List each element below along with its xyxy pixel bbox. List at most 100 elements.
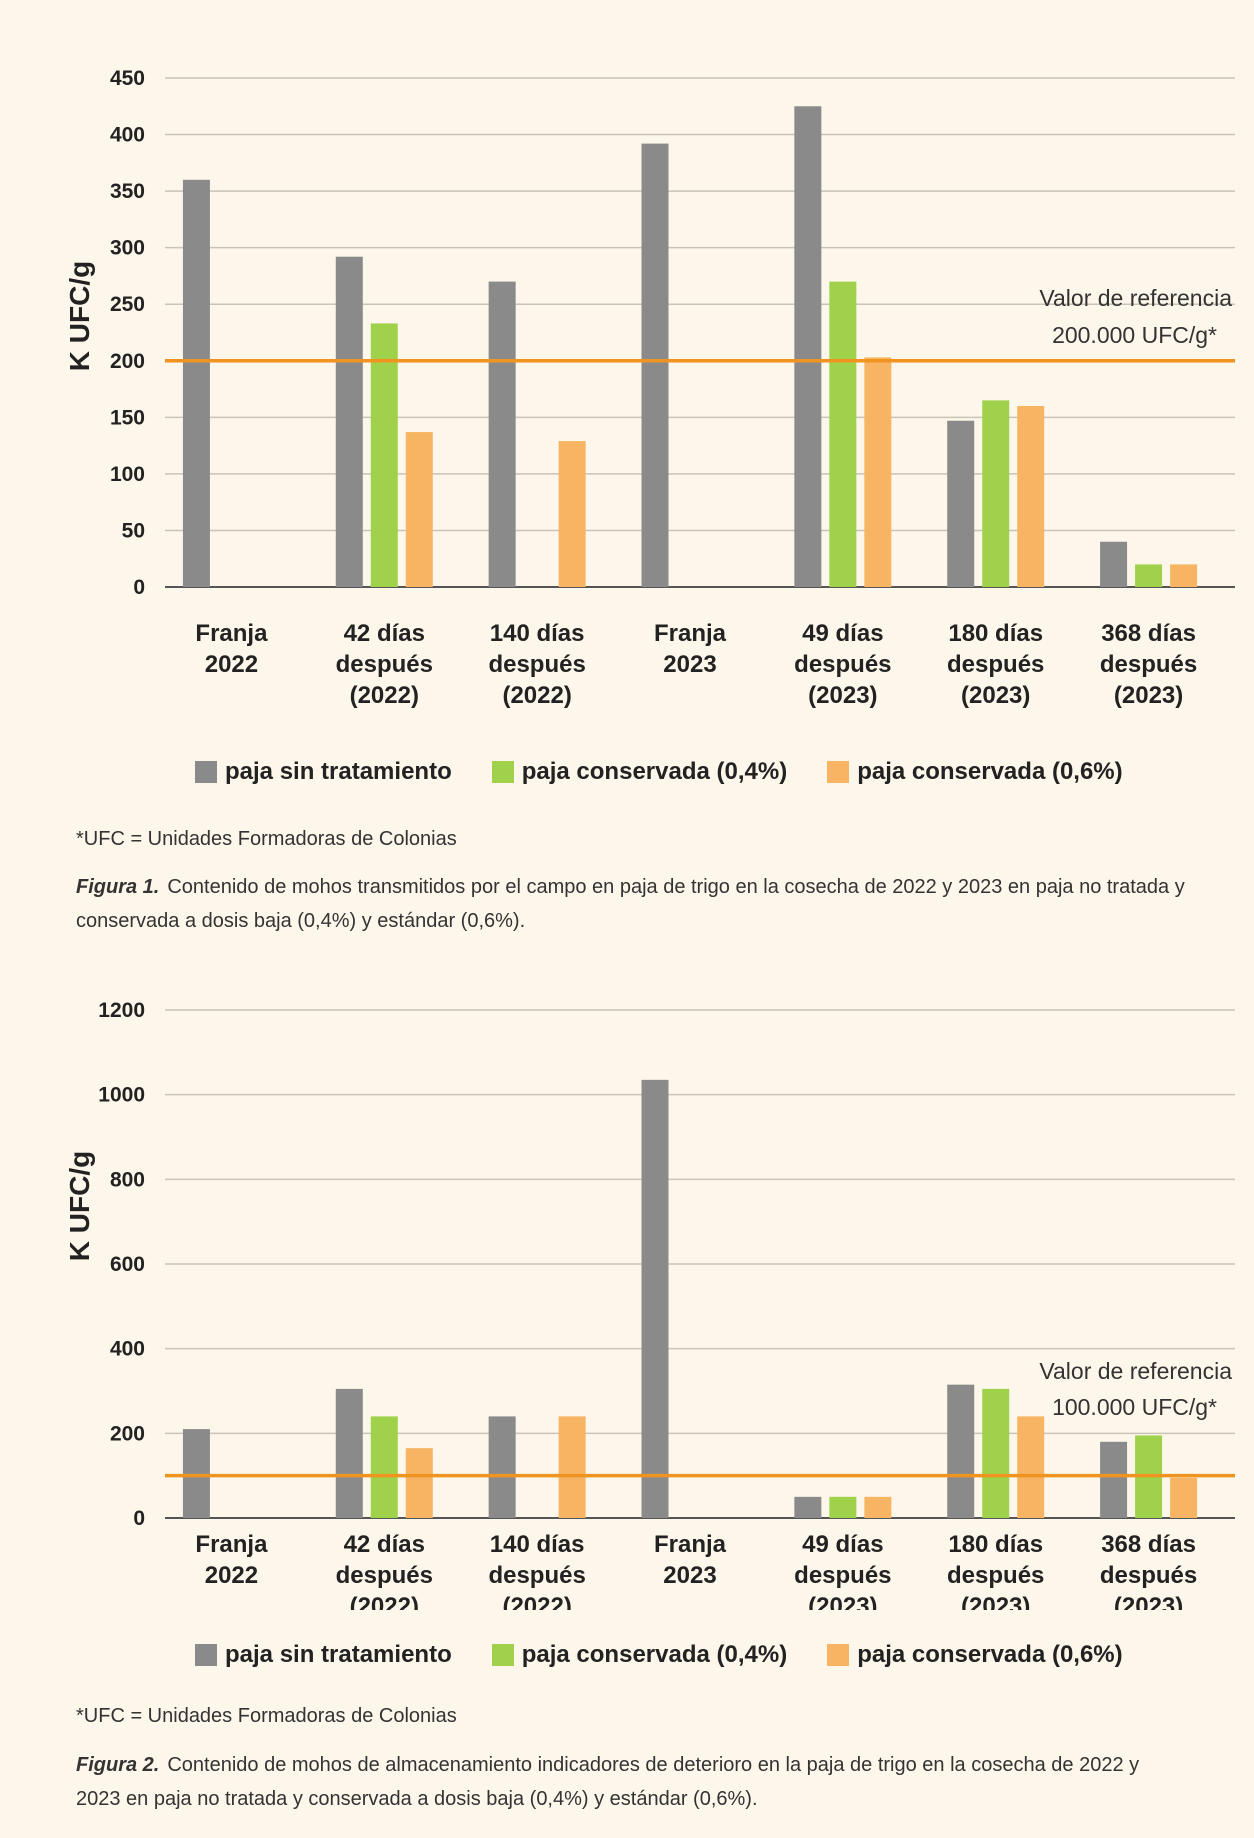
chart-2-y-tick-label: 1000: [98, 1084, 145, 1107]
chart-1-x-tick-label: 140 días: [490, 620, 585, 647]
chart-1-bar-untreated: [335, 256, 363, 587]
chart-2-x-tick-label: (2022): [350, 1593, 419, 1610]
chart-2-bar-untreated: [335, 1388, 363, 1518]
chart-1-x-tick-label: (2022): [502, 682, 571, 709]
chart-1-y-tick-label: 0: [133, 576, 145, 599]
chart-2-y-tick-label: 400: [110, 1338, 145, 1361]
chart-1-x-tick-label: 49 días: [802, 620, 883, 647]
chart-2-caption-text: Contenido de mohos de almacenamiento ind…: [76, 1754, 1140, 1810]
chart-2-x-tick-label: Franja: [195, 1531, 268, 1558]
chart-1-x-tick-label: después: [488, 651, 585, 678]
chart-2-bar-conserved-04: [370, 1416, 398, 1518]
legend-item-conserved-06: paja conservada (0,6%): [827, 758, 1123, 786]
chart-2-bar-conserved-06: [864, 1496, 892, 1518]
chart-1-bar-conserved-06: [405, 432, 433, 587]
chart-1-x-tick-label: 368 días: [1101, 620, 1196, 647]
chart-2-footnote: *UFC = Unidades Formadoras de Colonias: [76, 1705, 457, 1727]
chart-1-y-tick-label: 450: [110, 67, 145, 90]
chart-2-bar-conserved-06: [1017, 1416, 1045, 1518]
chart-1-y-tick-label: 50: [122, 519, 145, 542]
chart-2-y-tick-label: 600: [110, 1253, 145, 1276]
chart-1-x-tick-label: 42 días: [344, 620, 425, 647]
chart-1-bar-conserved-04: [829, 281, 857, 587]
chart-2-bar-conserved-04: [829, 1496, 857, 1518]
legend-swatch-conserved-04: [491, 761, 514, 783]
chart-2-bar-untreated: [947, 1384, 975, 1518]
legend-swatch-conserved-06: [827, 1644, 850, 1666]
chart-2-x-tick-label: después: [336, 1562, 433, 1589]
chart-1-bar-conserved-06: [1170, 564, 1198, 587]
chart-1-caption: Figura 1. Contenido de mohos transmitidos…: [76, 870, 1186, 938]
chart-2-bar-untreated: [1100, 1441, 1128, 1518]
chart-1-bar-untreated: [794, 106, 822, 588]
chart-1-y-axis-label: K UFC/g: [64, 260, 95, 372]
chart-1-y-tick-label: 200: [110, 350, 145, 373]
chart-2-x-tick-label: después: [1100, 1562, 1197, 1589]
chart-2-bar-conserved-04: [982, 1388, 1010, 1518]
chart-2-x-tick-label: (2023): [1114, 1593, 1183, 1610]
chart-2-x-tick-label: 42 días: [344, 1531, 425, 1558]
chart-1-x-tick-label: (2022): [350, 682, 419, 709]
chart-1: 0 50 100 150 200 250 300 350 400 450 Franja 2022 42 …: [110, 67, 1235, 709]
chart-2: 0 200 400 600 800 1000 1200 Franja 2022 42 días de…: [98, 999, 1235, 1610]
chart-2-legend: paja sin tratamiento paja conservada (0,…: [195, 1635, 1195, 1675]
chart-2-x-tick-label: 140 días: [490, 1531, 585, 1558]
chart-1-x-tick-label: después: [336, 651, 433, 678]
chart-1-bar-conserved-04: [982, 400, 1010, 587]
chart-1-reference-value-label: 200.000 UFC/g*: [1052, 322, 1217, 348]
legend-swatch-conserved-06: [827, 761, 850, 783]
chart-1-x-tick-label: (2023): [1114, 682, 1183, 709]
legend-swatch-untreated: [195, 761, 217, 783]
chart-2-x-tick-label: 2023: [663, 1562, 716, 1589]
chart-1-y-tick-label: 100: [110, 463, 145, 486]
chart-2-x-tick-label: (2023): [961, 1593, 1030, 1610]
chart-1-legend: paja sin tratamiento paja conservada (0,…: [195, 752, 1195, 792]
chart-1-x-tick-label: 180 días: [948, 620, 1043, 647]
chart-2-bar-untreated: [182, 1429, 210, 1518]
legend-item-untreated: paja sin tratamiento: [195, 1641, 452, 1669]
chart-1-caption-label: Figura 1.: [76, 876, 160, 898]
legend-label-conserved-06: paja conservada (0,6%): [857, 1641, 1123, 1668]
chart-1-x-tick-label: Franja: [654, 620, 727, 647]
chart-1-x-tick-label: Franja: [195, 620, 268, 647]
chart-1-bar-untreated: [182, 179, 210, 588]
chart-2-caption-label: Figura 2.: [76, 1754, 160, 1776]
chart-1-footnote: *UFC = Unidades Formadoras de Colonias: [76, 828, 457, 850]
legend-item-conserved-06: paja conservada (0,6%): [827, 1641, 1123, 1669]
chart-1-bar-untreated: [488, 281, 516, 587]
chart-1-y-tick-label: 400: [110, 124, 145, 147]
legend-label-conserved-06: paja conservada (0,6%): [857, 758, 1123, 785]
chart-1-x-tick-label: después: [794, 651, 891, 678]
chart-2-reference-label: Valor de referencia: [1039, 1358, 1232, 1384]
chart-2-x-tick-label: 368 días: [1101, 1531, 1196, 1558]
chart-2-x-tick-label: (2022): [502, 1593, 571, 1610]
chart-2-y-axis-label: K UFC/g: [64, 1150, 95, 1262]
chart-2-x-tick-label: después: [488, 1562, 585, 1589]
chart-1-bar-conserved-04: [370, 323, 398, 587]
chart-2-x-tick-label: después: [794, 1562, 891, 1589]
chart-1-x-tick-label: 2022: [205, 651, 258, 678]
chart-2-y-tick-label: 1200: [98, 999, 145, 1022]
chart-1-y-tick-label: 350: [110, 180, 145, 203]
chart-2-x-tick-label: (2023): [808, 1593, 877, 1610]
chart-2-bar-conserved-06: [558, 1416, 586, 1518]
chart-1-x-tick-label: (2023): [808, 682, 877, 709]
legend-item-conserved-04: paja conservada (0,4%): [491, 758, 788, 786]
legend-item-untreated: paja sin tratamiento: [195, 758, 452, 786]
chart-1-bar-untreated: [641, 143, 669, 588]
chart-2-y-tick-label: 200: [110, 1422, 145, 1445]
legend-swatch-conserved-04: [491, 1644, 514, 1666]
legend-label-conserved-04: paja conservada (0,4%): [521, 758, 788, 785]
chart-2-bar-untreated: [488, 1416, 516, 1518]
figure-1: 0 50 100 150 200 250 300 350 400 450 Franja 2022 42 …: [64, 67, 1235, 938]
chart-2-x-tick-label: 180 días: [948, 1531, 1043, 1558]
chart-2-bar-untreated: [794, 1496, 822, 1518]
chart-1-x-tick-label: después: [947, 651, 1044, 678]
chart-2-bar-untreated: [641, 1079, 669, 1518]
chart-1-bar-conserved-06: [1017, 406, 1045, 587]
legend-swatch-untreated: [195, 1644, 217, 1666]
chart-2-caption: Figura 2. Contenido de mohos de almacenam…: [76, 1748, 1186, 1816]
chart-1-bar-conserved-06: [864, 357, 892, 587]
chart-1-bar-conserved-06: [558, 441, 586, 587]
chart-1-y-tick-label: 250: [110, 293, 145, 316]
